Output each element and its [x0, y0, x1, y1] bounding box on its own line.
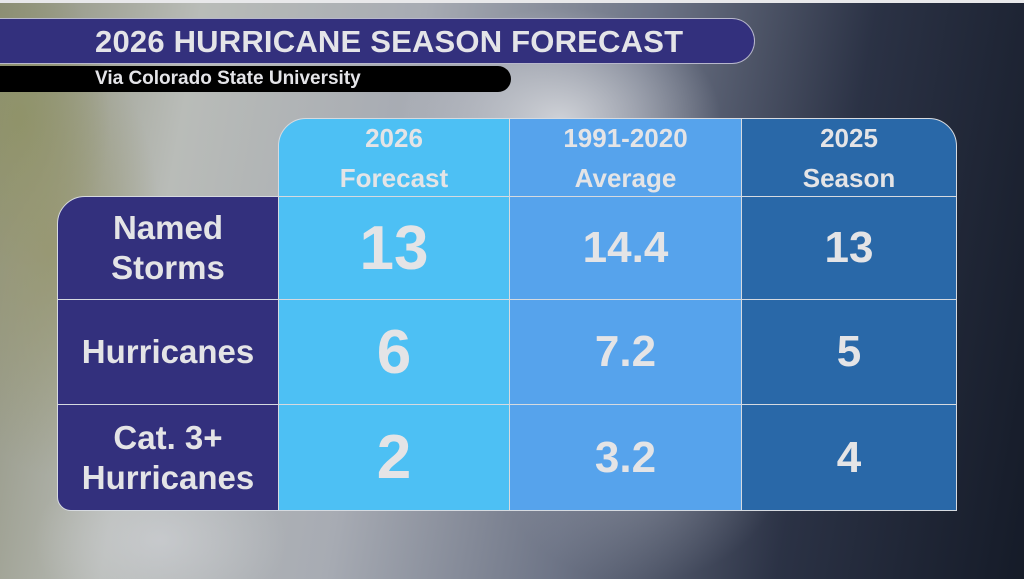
column-header-2025-season: 2025 Season	[741, 118, 957, 197]
column-header-line: Average	[574, 162, 677, 193]
row-label-named-storms: Named Storms	[57, 196, 279, 300]
title-banner: 2026 HURRICANE SEASON FORECAST	[0, 18, 755, 64]
row-label-hurricanes: Hurricanes	[57, 299, 279, 405]
table-cell: 13	[741, 196, 957, 300]
row-label-line: Hurricanes	[81, 458, 255, 496]
row-label-cat3-hurricanes: Cat. 3+ Hurricanes	[57, 404, 279, 511]
row-label-line: Hurricanes	[81, 333, 255, 370]
table-cell: 5	[741, 299, 957, 405]
page-title: 2026 HURRICANE SEASON FORECAST	[95, 24, 684, 59]
table-cell: 3.2	[509, 404, 742, 511]
source-credit: Via Colorado State University	[95, 68, 361, 89]
table-cell: 7.2	[509, 299, 742, 405]
table-cell: 6	[278, 299, 510, 405]
subtitle-banner: Via Colorado State University	[0, 66, 511, 92]
row-label-line: Storms	[111, 249, 225, 286]
column-header-line: 1991-2020	[563, 122, 688, 153]
table-cell: 4	[741, 404, 957, 511]
column-header-line: 2025	[820, 122, 878, 153]
column-header-line: Forecast	[339, 162, 449, 193]
column-header-line: 2026	[365, 122, 423, 153]
column-header-average: 1991-2020 Average	[509, 118, 742, 197]
column-header-2026-forecast: 2026 Forecast	[278, 118, 510, 197]
column-header-line: Season	[802, 162, 896, 193]
table-cell: 2	[278, 404, 510, 511]
table-cell: 14.4	[509, 196, 742, 300]
row-label-line: Named	[112, 209, 224, 246]
row-label-line: Cat. 3+	[113, 418, 223, 456]
top-strip	[0, 0, 1024, 3]
table-cell: 13	[278, 196, 510, 300]
